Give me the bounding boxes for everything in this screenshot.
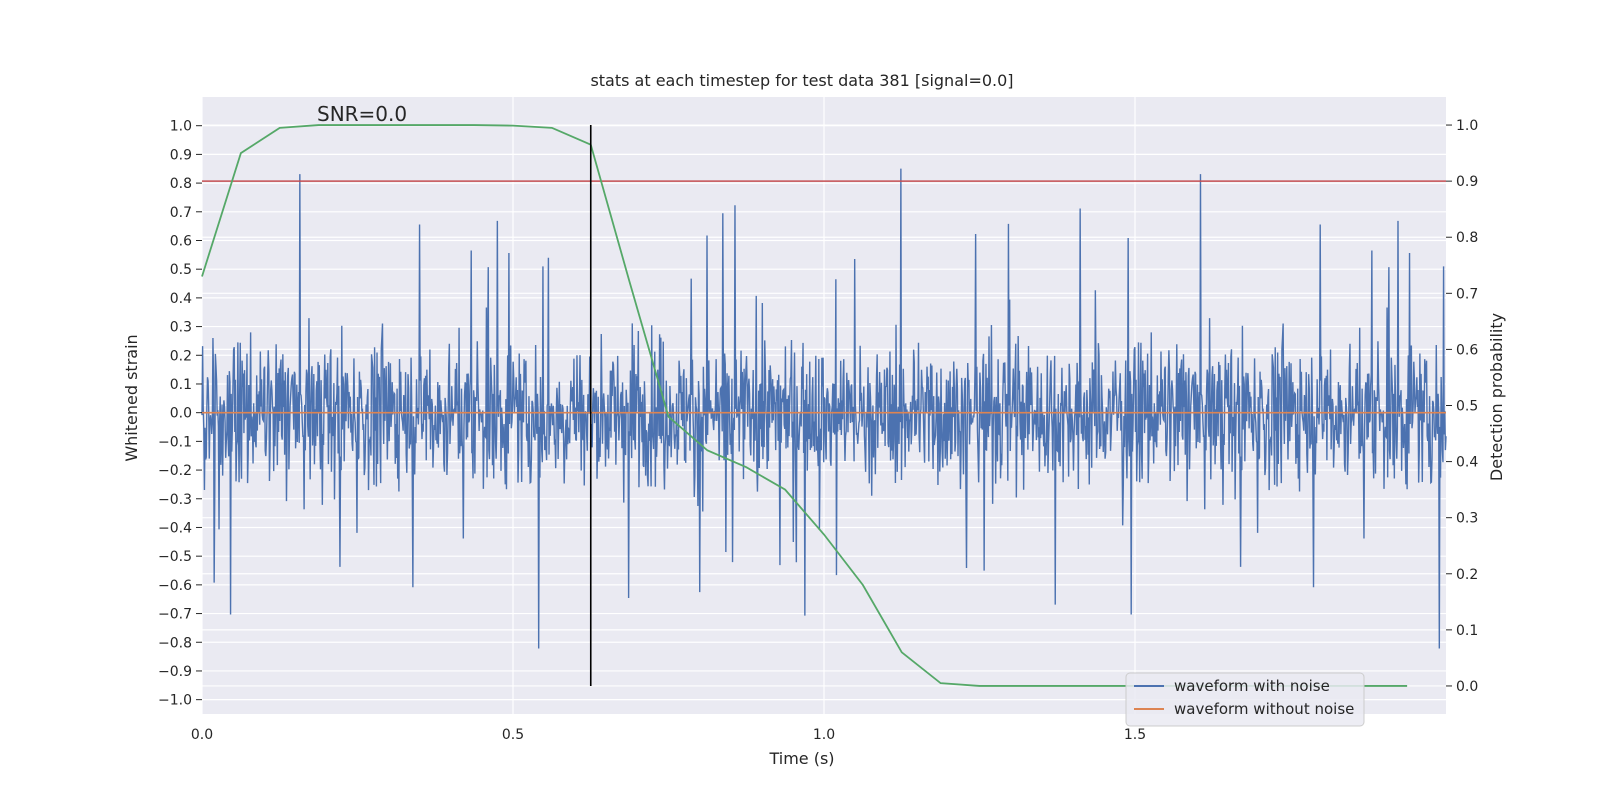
left-y-tick-label: −0.2 — [158, 463, 192, 479]
left-y-tick-label: −0.4 — [158, 520, 192, 536]
left-y-tick-label: 0.2 — [170, 348, 192, 364]
right-y-axis-label: Detection probability — [1487, 313, 1506, 481]
left-y-tick-label: 0.8 — [170, 176, 192, 192]
left-y-tick-label: 0.0 — [170, 406, 192, 422]
left-y-tick-label: −0.9 — [158, 664, 192, 680]
left-y-tick-label: −0.8 — [158, 635, 192, 651]
x-tick-label: 1.5 — [1124, 727, 1146, 743]
left-y-axis: 1.0 0.9 0.8 0.7 0.6 0.5 0.4 0.3 0.2 0.1 0.0 −0.1 −0.… — [158, 119, 202, 709]
left-y-tick-label: −0.6 — [158, 578, 192, 594]
chart-title: stats at each timestep for test data 381… — [590, 71, 1013, 90]
right-y-tick-label: 0.0 — [1456, 679, 1478, 695]
left-y-tick-label: −0.7 — [158, 607, 192, 623]
left-y-tick-label: −0.5 — [158, 549, 192, 565]
series-waveform-with-noise — [201, 168, 1447, 649]
left-y-tick-label: 0.5 — [170, 262, 192, 278]
left-y-tick-label: −0.3 — [158, 492, 192, 508]
right-y-tick-label: 0.6 — [1456, 342, 1478, 358]
right-y-tick-label: 0.9 — [1456, 174, 1478, 190]
x-tick-label: 1.0 — [813, 727, 835, 743]
right-y-tick-label: 0.5 — [1456, 399, 1478, 415]
left-y-axis-label: Whitened strain — [122, 334, 141, 461]
right-y-tick-label: 1.0 — [1456, 118, 1478, 134]
right-y-tick-label: 0.3 — [1456, 511, 1478, 527]
right-y-tick-label: 0.7 — [1456, 286, 1478, 302]
x-tick-label: 0.5 — [502, 727, 524, 743]
left-y-tick-label: 0.3 — [170, 320, 192, 336]
legend-label-noise: waveform with noise — [1174, 677, 1330, 695]
snr-annotation: SNR=0.0 — [317, 102, 407, 126]
legend-box — [1125, 672, 1365, 727]
left-y-tick-label: −0.1 — [158, 434, 192, 450]
left-y-tick-label: 0.9 — [170, 147, 192, 163]
right-y-axis: 1.0 0.9 0.8 0.7 0.6 0.5 0.4 0.3 0.2 0.1 0.0 — [1446, 118, 1478, 695]
right-y-tick-label: 0.4 — [1456, 455, 1478, 471]
left-y-tick-label: 0.6 — [170, 233, 192, 249]
legend: waveform with noise waveform without noi… — [1125, 672, 1365, 727]
noise-line — [201, 168, 1447, 649]
left-y-tick-label: −1.0 — [158, 693, 192, 709]
right-y-tick-label: 0.2 — [1456, 567, 1478, 583]
x-axis-label: Time (s) — [768, 749, 834, 768]
left-y-tick-label: 0.4 — [170, 291, 192, 307]
legend-label-clean: waveform without noise — [1174, 700, 1354, 718]
right-y-tick-label: 0.8 — [1456, 230, 1478, 246]
x-axis: 0.0 0.5 1.0 1.5 — [191, 727, 1146, 743]
right-y-tick-label: 0.1 — [1456, 623, 1478, 639]
grid-lines — [201, 97, 1446, 714]
x-tick-label: 0.0 — [191, 727, 213, 743]
left-y-tick-label: 0.1 — [170, 377, 192, 393]
left-y-tick-label: 1.0 — [170, 119, 192, 135]
left-y-tick-label: 0.7 — [170, 205, 192, 221]
